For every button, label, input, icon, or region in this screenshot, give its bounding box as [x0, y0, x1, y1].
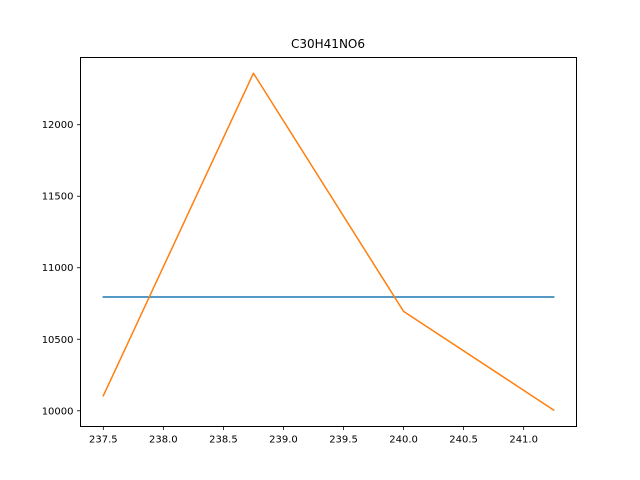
x-axis: 237.5 238.0 238.5 239.0 239.5 240.0 240.5 241.0	[89, 426, 538, 446]
y-tick-label: 11000	[42, 263, 74, 274]
y-tick-label: 11500	[42, 192, 74, 203]
x-tick-label: 238.0	[149, 435, 178, 446]
x-tick-label: 237.5	[89, 435, 118, 446]
x-tick-label: 240.5	[449, 435, 478, 446]
x-tick-label: 241.0	[509, 435, 538, 446]
y-tick-label: 12000	[42, 120, 74, 131]
y-tick-label: 10500	[42, 335, 74, 346]
x-tick-label: 239.0	[269, 435, 298, 446]
x-tick-label: 239.5	[329, 435, 358, 446]
y-tick-label: 10000	[42, 406, 74, 417]
plot-frame	[80, 57, 577, 427]
chart-title: C30H41NO6	[291, 37, 365, 51]
series-line-2	[102, 72, 555, 412]
x-tick-label: 238.5	[209, 435, 238, 446]
x-tick-label: 240.0	[389, 435, 418, 446]
series-layer	[102, 72, 555, 412]
y-axis: 10000 10500 11000 11500 12000	[42, 120, 81, 417]
